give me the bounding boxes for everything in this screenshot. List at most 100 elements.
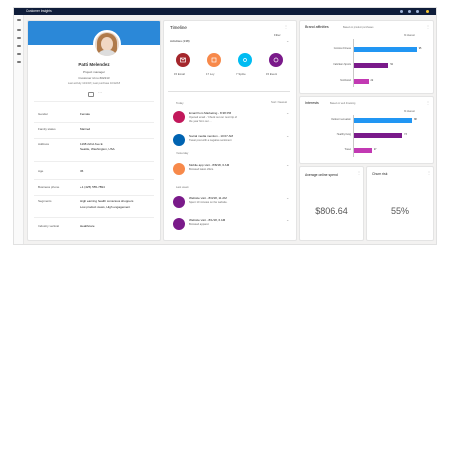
bar-label: Healthy living (336, 133, 351, 136)
customer-name: Patti Melendez (78, 62, 110, 67)
field-value-family-status: Married (80, 127, 91, 131)
more-icon[interactable]: ⋮ (427, 170, 431, 175)
settings-icon[interactable] (408, 10, 411, 13)
timeline-item-desc: Browsed latest offers. (189, 168, 214, 171)
chevron-down-icon[interactable]: ⌄ (286, 195, 290, 200)
left-nav-rail (14, 15, 24, 244)
bar-label: Travel (344, 148, 351, 151)
bar-value-label: 95 (418, 47, 422, 50)
last-week-label: Last week (176, 185, 189, 189)
app-window: Customer Insights Patti Melendez Project… (13, 7, 437, 245)
menu-icon[interactable] (16, 19, 21, 21)
average-online-spend-card: Average online spend ⋮ $806.64 (299, 166, 364, 241)
bar (354, 79, 369, 84)
more-icon[interactable]: ⋮ (426, 100, 430, 105)
activities-label: Activities (138) (170, 39, 190, 43)
more-icon[interactable]: ⋮ (357, 170, 361, 175)
email-icon (173, 111, 185, 123)
interests-legend: % interest (404, 110, 415, 113)
chevron-down-icon[interactable]: ⌄ (286, 110, 290, 115)
people-icon[interactable] (16, 37, 21, 39)
last-activity: Last activity 12/1/18 | Last purchase 10… (67, 82, 121, 85)
more-icon[interactable]: ⋮ (426, 24, 430, 29)
timeline-item-title: Mobile app visit - 8/8/18, 6 AM (189, 163, 230, 167)
field-divider (34, 138, 154, 139)
field-divider (34, 217, 154, 218)
top-bar: Customer Insights (14, 8, 436, 15)
bar-value-label: 27 (373, 148, 377, 151)
timeline-item[interactable]: Social media mention - 10:07 AM Tweet po… (173, 134, 291, 148)
category-label-event: 15 Event (266, 72, 278, 76)
event-icon[interactable] (269, 53, 283, 67)
loyalty-icon[interactable] (207, 53, 221, 67)
field-value-address-line2: Seattle, Washington, USA (80, 147, 115, 151)
field-value-segments-line1: High earning health conscious shoppers (80, 199, 134, 203)
chevron-down-icon[interactable]: ⌄ (286, 38, 290, 43)
timeline-divider (168, 91, 290, 92)
chart-axis (353, 115, 354, 157)
category-label-email: 15 Email (174, 72, 185, 76)
chevron-down-icon[interactable]: ⌄ (286, 133, 290, 138)
timeline-item-title: Website visit - 8/1/18, 6 AM (189, 218, 226, 222)
help-icon[interactable] (416, 10, 419, 13)
app-title: Customer Insights (26, 9, 52, 13)
bar-label: Contoso Fitness (333, 47, 351, 50)
field-label-segments: Segments (38, 199, 52, 203)
chevron-down-icon[interactable]: ⌄ (286, 162, 290, 167)
timeline-item[interactable]: Website visit - 8/1/18, 6 AM Browsed app… (173, 218, 291, 232)
sprite-icon[interactable] (238, 53, 252, 67)
more-options-icon[interactable]: ··· (98, 90, 102, 95)
interests-card: Interests Based on web browsing ⋮ % inte… (299, 96, 434, 164)
search-icon[interactable] (400, 10, 403, 13)
timeline-item[interactable]: Email from Marketing - 8:38 PM Opened em… (173, 111, 291, 127)
measures-icon[interactable] (16, 53, 21, 55)
segments-icon[interactable] (16, 45, 21, 47)
kpi-value: 55% (390, 206, 409, 216)
kpi-title: Churn risk (372, 172, 388, 176)
avatar (93, 30, 121, 58)
bar-value-label: 73 (404, 133, 407, 136)
today-label: Today (176, 101, 184, 105)
timeline-card: Timeline ⋮ Filter Activities (138) ⌄ 15 … (163, 20, 297, 241)
sort-button[interactable]: Sort: Newest (271, 100, 288, 104)
profile-divider (34, 101, 154, 102)
kpi-title: Average online spend (305, 173, 338, 177)
bar-value-label: 52 (390, 63, 393, 66)
field-value-segments-line2: Low product views, High engagement (80, 205, 131, 209)
field-divider (34, 179, 154, 180)
settings-nav-icon[interactable] (16, 61, 21, 63)
bar-label: Outdoor recreation (331, 118, 351, 121)
timeline-item[interactable]: Website visit - 8/3/18, 11 AM Spent 10 m… (173, 196, 291, 210)
field-value-gender: Female (80, 112, 91, 116)
bar-label: Northwind (340, 79, 351, 82)
email-icon[interactable] (176, 53, 190, 67)
bar-label: Fabrikam Sports (333, 63, 351, 66)
category-label-sprite: 7 Sprite (236, 72, 246, 76)
field-value-age: 36 (80, 169, 84, 173)
yesterday-label: Yesterday (176, 151, 189, 155)
field-value-industry: Healthcare (80, 224, 95, 228)
chevron-down-icon[interactable]: ⌄ (286, 217, 290, 222)
timeline-item-desc: Opened email - 'Check out our next trip … (189, 116, 237, 119)
more-icon[interactable]: ⋮ (284, 24, 288, 29)
timeline-item-title: Social media mention - 10:07 AM (189, 134, 234, 138)
brand-affinities-card: Brand affinities Based on product purcha… (299, 20, 434, 94)
timeline-item[interactable]: Mobile app visit - 8/8/18, 6 AM Browsed … (173, 163, 291, 177)
category-label-loyalty: 17 Loy (206, 72, 215, 76)
contact-icon[interactable] (88, 92, 94, 97)
home-icon[interactable] (16, 29, 21, 31)
brand-affinities-subtitle: Based on product purchases (343, 26, 374, 29)
timeline-item-desc: Spent 10 minutes on the website. (189, 201, 228, 204)
customer-profile-card: Patti Melendez Project manager Customer … (27, 20, 161, 241)
globe-icon (173, 196, 185, 208)
chart-axis (353, 39, 354, 87)
social-icon (173, 134, 185, 146)
field-label-address: Address (38, 142, 50, 146)
mobile-icon (173, 163, 185, 175)
timeline-item-title: Email from Marketing - 8:38 PM (189, 111, 232, 115)
field-divider (34, 195, 154, 196)
user-avatar-icon[interactable] (426, 10, 429, 13)
filter-button[interactable]: Filter (274, 33, 281, 37)
field-divider (34, 161, 154, 162)
field-value-business-phone[interactable]: +1 (425) 555-7894 (80, 185, 105, 189)
